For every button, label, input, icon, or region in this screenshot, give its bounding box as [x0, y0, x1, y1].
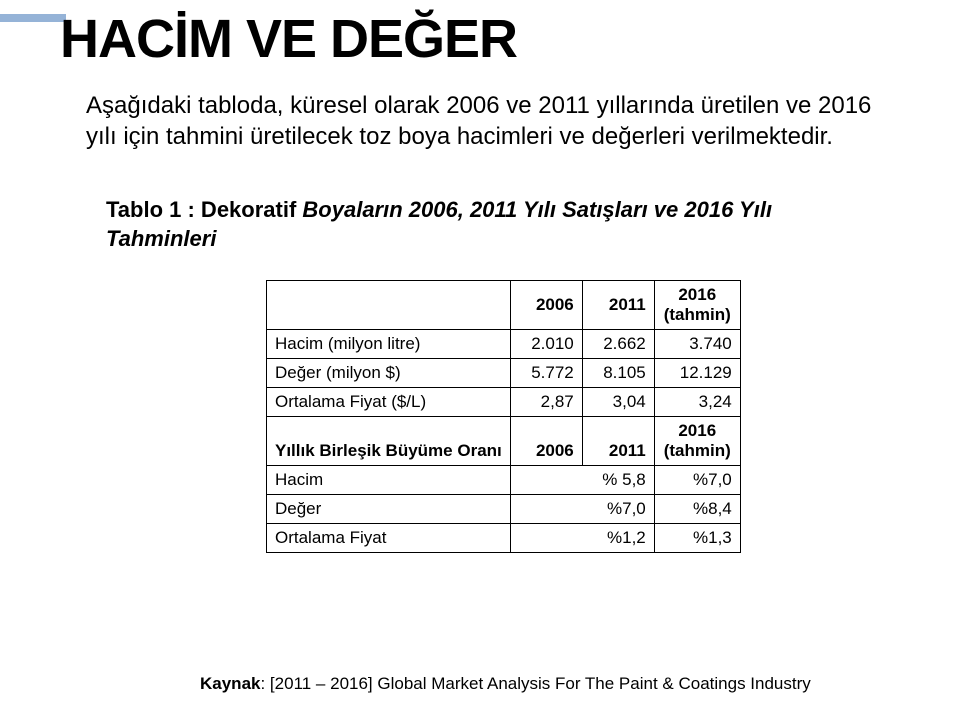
source-text: : [2011 – 2016] Global Market Analysis F…: [260, 674, 810, 693]
table-row: Ortalama Fiyat %1,2 %1,3: [267, 524, 741, 553]
header-2016-top: 2016: [654, 281, 740, 306]
cell: 3,04: [582, 388, 654, 417]
table-row: Ortalama Fiyat ($/L) 2,87 3,04 3,24: [267, 388, 741, 417]
header-2011: 2011: [582, 281, 654, 330]
table-subheader-row: Yıllık Birleşik Büyüme Oranı 2006 2011 2…: [267, 417, 741, 442]
cell: 3,24: [654, 388, 740, 417]
row-label: Değer (milyon $): [267, 359, 511, 388]
row-label: Ortalama Fiyat ($/L): [267, 388, 511, 417]
source-citation: Kaynak: [2011 – 2016] Global Market Anal…: [200, 674, 811, 694]
caption-prefix: Tablo 1 : Dekoratif: [106, 197, 302, 222]
cell: 12.129: [654, 359, 740, 388]
cell: 3.740: [654, 330, 740, 359]
subheader-label: Yıllık Birleşik Büyüme Oranı: [267, 417, 511, 466]
cell: %7,0: [510, 495, 654, 524]
row-label: Ortalama Fiyat: [267, 524, 511, 553]
source-label: Kaynak: [200, 674, 260, 693]
table-caption: Tablo 1 : Dekoratif Boyaların 2006, 2011…: [106, 196, 866, 253]
row-label: Hacim (milyon litre): [267, 330, 511, 359]
slide: HACİM VE DEĞER Aşağıdaki tabloda, kürese…: [0, 0, 960, 720]
data-table: 2006 2011 2016 (tahmin) Hacim (milyon li…: [266, 280, 741, 553]
cell: 2.662: [582, 330, 654, 359]
corner-accent: [0, 14, 66, 22]
cell: %1,3: [654, 524, 740, 553]
cell: %1,2: [510, 524, 654, 553]
row-label: Değer: [267, 495, 511, 524]
page-title: HACİM VE DEĞER: [60, 8, 517, 70]
cell: %7,0: [654, 466, 740, 495]
table-row: Değer %7,0 %8,4: [267, 495, 741, 524]
table-row: Hacim % 5,8 %7,0: [267, 466, 741, 495]
cell: 2.010: [510, 330, 582, 359]
header-blank: [267, 281, 511, 330]
subheader-2011: 2011: [582, 417, 654, 466]
cell: %8,4: [654, 495, 740, 524]
table-row: Hacim (milyon litre) 2.010 2.662 3.740: [267, 330, 741, 359]
subheader-2016-bot: (tahmin): [654, 441, 740, 466]
header-2016-bot: (tahmin): [654, 305, 740, 330]
row-label: Hacim: [267, 466, 511, 495]
intro-paragraph: Aşağıdaki tabloda, küresel olarak 2006 v…: [86, 90, 876, 152]
subheader-2016-top: 2016: [654, 417, 740, 442]
table-row: Değer (milyon $) 5.772 8.105 12.129: [267, 359, 741, 388]
cell: 8.105: [582, 359, 654, 388]
cell: 2,87: [510, 388, 582, 417]
subheader-2006: 2006: [510, 417, 582, 466]
header-2006: 2006: [510, 281, 582, 330]
cell: 5.772: [510, 359, 582, 388]
table-header-row: 2006 2011 2016: [267, 281, 741, 306]
cell: % 5,8: [510, 466, 654, 495]
